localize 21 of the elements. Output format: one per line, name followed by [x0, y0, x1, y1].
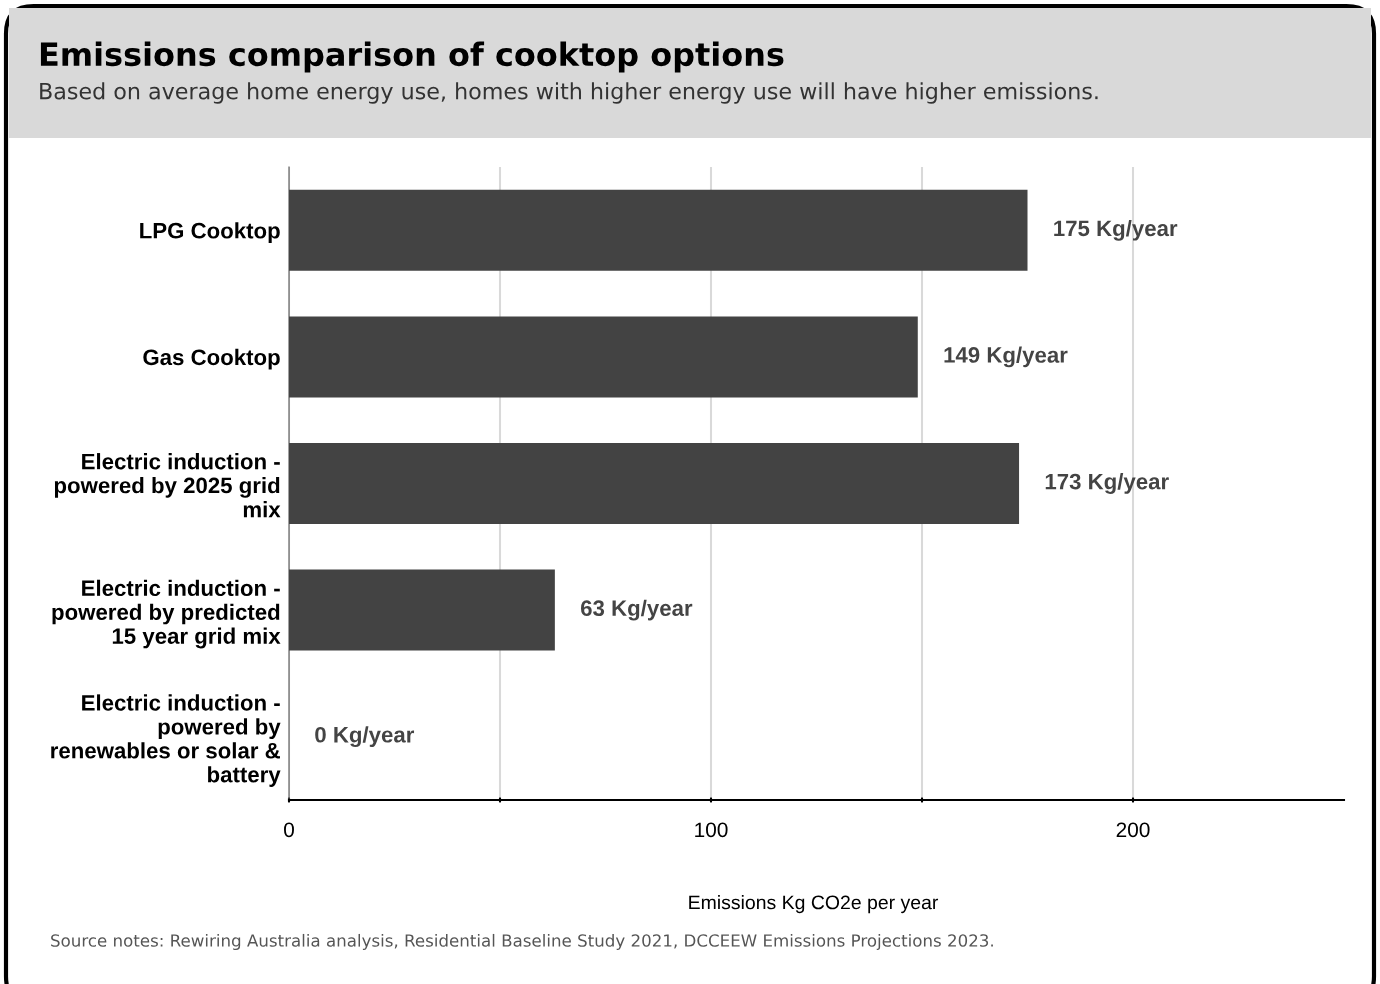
chart-title: Emissions comparison of cooktop options: [40, 41, 784, 73]
data-label: 173 Kg/year: [1045, 473, 1169, 494]
bar: [289, 442, 1020, 525]
source-note: Source notes: Rewiring Australia analysis, Residential Baseline Study 2021, DCCEEW Emissions Projections 2023.: [51, 933, 993, 951]
bar: [289, 316, 918, 398]
data-label: 175 Kg/year: [1054, 219, 1178, 241]
data-label: 0 Kg/year: [315, 726, 415, 748]
y-tick-label: Electric induction - powered by renewables or solar & battery: [51, 694, 281, 787]
y-tick-label: Gas Cooktop: [143, 348, 280, 370]
chart-subtitle: Based on average home energy use, homes with higher energy use will have higher emissions.: [40, 82, 1098, 104]
data-label: 63 Kg/year: [580, 599, 693, 621]
x-tick-label: 0: [284, 822, 294, 838]
y-tick-label: LPG Cooktop: [140, 222, 280, 243]
y-tick-label: Electric induction - powered by 2025 grid mix: [54, 453, 281, 518]
bar: [289, 189, 1028, 271]
data-label: 149 Kg/year: [944, 346, 1068, 368]
x-axis-title: Emissions Kg CO2e per year: [689, 895, 939, 914]
bar: [289, 569, 555, 651]
y-tick-label: Electric induction - powered by predicted 15 year grid mix: [52, 579, 281, 649]
x-tick-label: 100: [695, 822, 728, 838]
x-tick-label: 200: [1116, 822, 1150, 838]
